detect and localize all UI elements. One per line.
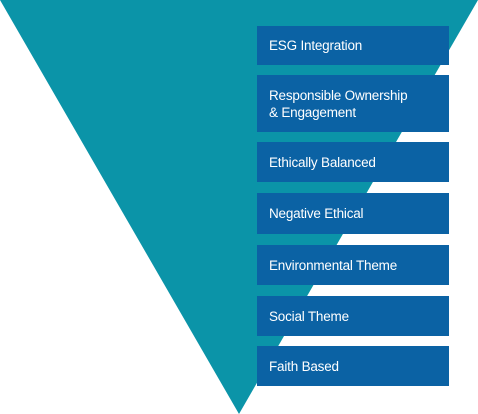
level-label: Ethically Balanced (269, 154, 376, 170)
level-label: Environmental Theme (269, 257, 398, 273)
level-label: ESG Integration (269, 38, 363, 53)
level-esg-integration: ESG Integration (257, 26, 449, 65)
level-label: Responsible Ownership & Engagement (269, 87, 408, 120)
level-label: Social Theme (269, 308, 349, 324)
level-responsible-ownership: Responsible Ownership & Engagement (257, 75, 449, 132)
level-faith-based: Faith Based (257, 346, 449, 386)
level-ethically-balanced: Ethically Balanced (257, 142, 449, 182)
level-label: Negative Ethical (269, 206, 364, 221)
level-social-theme: Social Theme (257, 296, 449, 336)
level-negative-ethical: Negative Ethical (257, 193, 449, 234)
level-environmental-theme: Environmental Theme (257, 245, 449, 285)
level-label: Faith Based (269, 358, 339, 374)
